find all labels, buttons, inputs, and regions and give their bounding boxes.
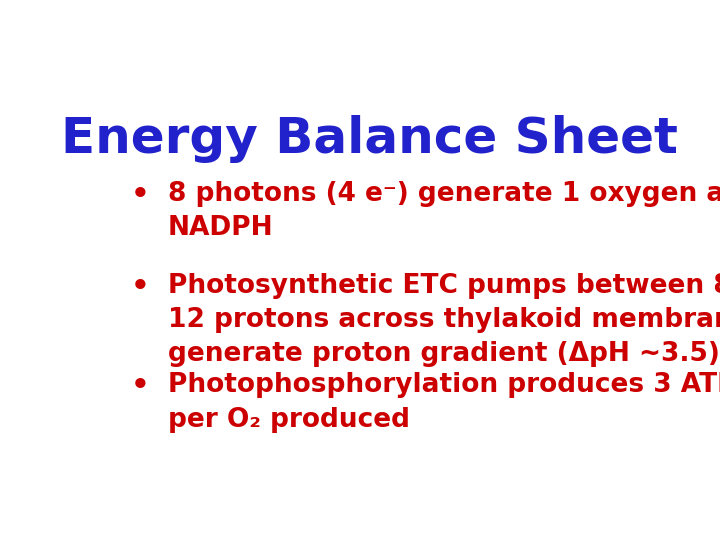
- Text: 12 protons across thylakoid membrane to: 12 protons across thylakoid membrane to: [168, 307, 720, 333]
- Text: Energy Balance Sheet: Energy Balance Sheet: [60, 114, 678, 163]
- Text: per O₂ produced: per O₂ produced: [168, 407, 410, 433]
- Text: •: •: [131, 373, 150, 401]
- Text: generate proton gradient (ΔpH ~3.5).: generate proton gradient (ΔpH ~3.5).: [168, 341, 720, 367]
- Text: NADPH: NADPH: [168, 215, 274, 241]
- Text: •: •: [131, 273, 150, 301]
- Text: 8 photons (4 e⁻) generate 1 oxygen and 2: 8 photons (4 e⁻) generate 1 oxygen and 2: [168, 181, 720, 207]
- Text: •: •: [131, 181, 150, 209]
- Text: Photosynthetic ETC pumps between 8 and: Photosynthetic ETC pumps between 8 and: [168, 273, 720, 299]
- Text: Photophosphorylation produces 3 ATPs: Photophosphorylation produces 3 ATPs: [168, 373, 720, 399]
